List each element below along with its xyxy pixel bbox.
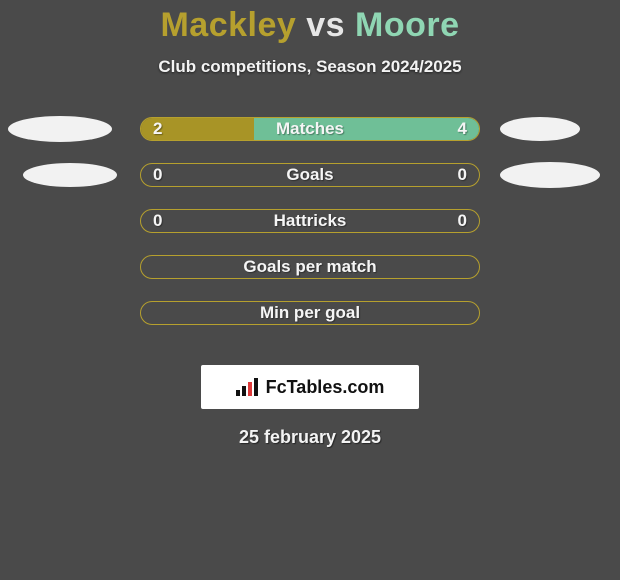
stat-value-right: 0	[458, 164, 467, 186]
stat-bar: Hattricks0 0	[140, 209, 480, 233]
stat-bar-fill-right	[254, 118, 479, 140]
stat-value-left: 0	[153, 210, 162, 232]
stat-row: Min per goal	[0, 301, 620, 347]
comparison-rows: Matches24Goals00Hattricks00Goals per mat…	[0, 117, 620, 347]
title-left: Mackley	[160, 6, 296, 44]
stat-bar: Matches24	[140, 117, 480, 141]
player-logo-right	[500, 117, 580, 141]
stat-bar: Goals per match	[140, 255, 480, 279]
player-logo-right	[500, 162, 600, 188]
footer-date: 25 february 2025	[0, 427, 620, 448]
watermark: FcTables.com	[201, 365, 419, 409]
title-vs: vs	[306, 6, 345, 44]
stat-bar: Min per goal	[140, 301, 480, 325]
title-right: Moore	[355, 6, 460, 44]
stat-row: Goals per match	[0, 255, 620, 301]
stat-row: Goals0 0	[0, 163, 620, 209]
comparison-canvas: Mackley vs Moore Club competitions, Seas…	[0, 0, 620, 580]
page-title: Mackley vs Moore	[0, 0, 620, 45]
stat-label: Goals per match	[141, 256, 479, 278]
stat-label: Hattricks	[141, 210, 479, 232]
player-logo-left	[8, 116, 112, 142]
watermark-text: FcTables.com	[266, 377, 385, 398]
stat-value-right: 0	[458, 210, 467, 232]
stat-row: Hattricks0 0	[0, 209, 620, 255]
watermark-bars-icon	[236, 378, 260, 396]
stat-label: Min per goal	[141, 302, 479, 324]
subtitle: Club competitions, Season 2024/2025	[0, 57, 620, 77]
stat-row: Matches24	[0, 117, 620, 163]
player-logo-left	[23, 163, 117, 187]
stat-bar-fill-left	[141, 118, 254, 140]
stat-bar: Goals0 0	[140, 163, 480, 187]
stat-value-left: 0	[153, 164, 162, 186]
stat-label: Goals	[141, 164, 479, 186]
